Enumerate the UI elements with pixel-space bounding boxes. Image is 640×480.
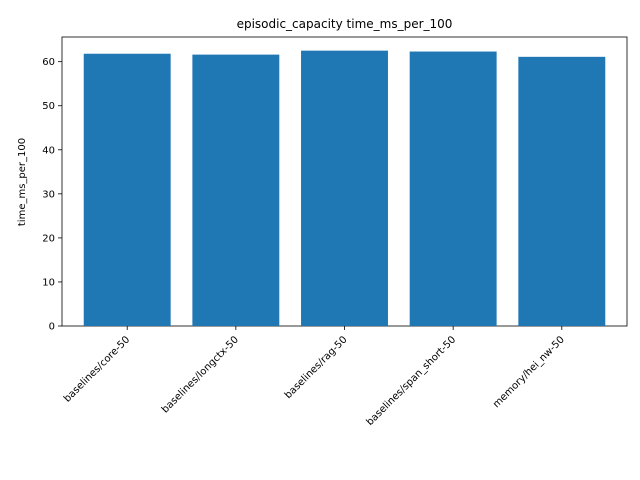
y-tick-label: 60	[42, 57, 55, 68]
y-tick-label: 10	[42, 277, 55, 288]
x-tick-label: baselines/span_short-50	[365, 334, 459, 428]
bar	[192, 54, 280, 327]
bar	[409, 51, 497, 326]
y-tick-label: 50	[42, 101, 55, 112]
bar	[301, 50, 388, 326]
x-axis: baselines/core-50 baselines/longctx-50 bas…	[62, 326, 567, 428]
chart-title: episodic_capacity time_ms_per_100	[237, 17, 453, 31]
y-tick-label: 20	[42, 233, 55, 244]
y-axis-label: time_ms_per_100	[17, 138, 28, 226]
bar	[83, 53, 171, 327]
x-tick-label: baselines/core-50	[62, 334, 132, 404]
bars-group	[83, 50, 606, 327]
y-tick-label: 0	[49, 322, 55, 333]
x-tick-label: baselines/rag-50	[283, 334, 350, 401]
y-tick-label: 40	[42, 145, 55, 156]
y-tick-label: 30	[42, 189, 55, 200]
x-tick-label: memory/hei_nw-50	[491, 334, 567, 410]
bar	[518, 56, 606, 326]
x-tick-label: baselines/longctx-50	[160, 334, 241, 415]
y-axis: 0 10 20 30 40 50 60	[42, 57, 62, 333]
